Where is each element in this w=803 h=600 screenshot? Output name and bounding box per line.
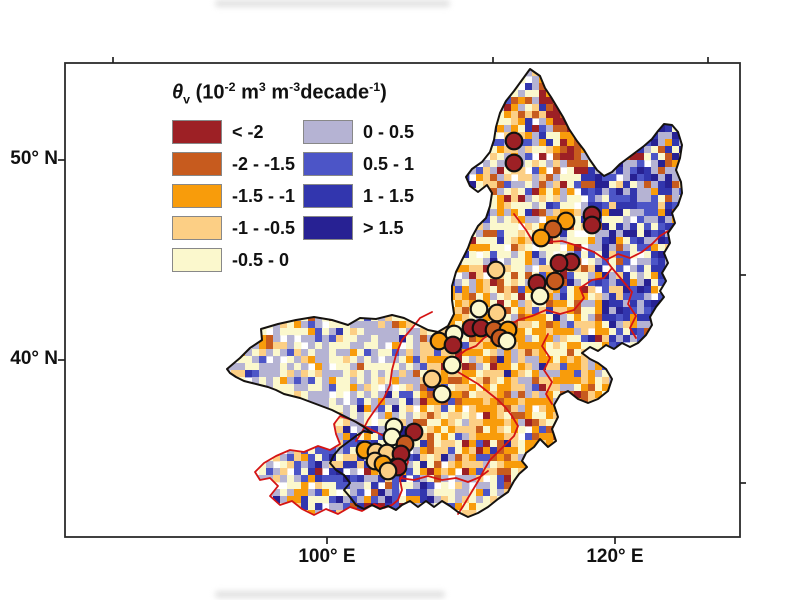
legend-swatch [172,216,222,240]
axis-label-40n: 40° N [10,348,58,369]
cropped-text-artifact-bottom [215,591,445,598]
legend-label: -0.5 - 0 [232,250,290,270]
site-marker [504,131,524,151]
legend-title: θv (10-2 m3 m-3decade-1) [172,80,387,107]
site-marker [582,215,602,235]
station-markers [355,131,602,481]
site-marker [469,299,489,319]
legend-swatch [172,120,222,144]
site-marker [422,369,442,389]
site-marker [486,260,506,280]
axis-label-50n: 50° N [10,148,58,169]
legend-label: -1 - -0.5 [232,218,296,238]
legend-label: -2 - -1.5 [232,154,296,174]
site-marker [497,331,517,351]
legend-swatch [303,120,353,144]
axis-label-100e: 100° E [298,546,356,567]
site-marker [504,153,524,173]
legend-label: 1 - 1.5 [363,186,415,206]
legend-swatch [172,184,222,208]
site-marker [487,303,507,323]
legend-swatch [303,216,353,240]
study-region-outline [226,68,683,518]
cropped-text-artifact-top [215,0,450,7]
site-marker [443,335,463,355]
legend-swatch [172,152,222,176]
raster-grid [227,69,682,517]
map-frame [64,62,741,538]
site-marker [378,461,398,481]
legend-label: > 1.5 [363,218,404,238]
legend-label: 0 - 0.5 [363,122,415,142]
legend-label: 0.5 - 1 [363,154,415,174]
axis-label-120e: 120° E [586,546,644,567]
site-marker [432,384,452,404]
legend-swatch [303,184,353,208]
site-marker [530,286,550,306]
legend-label: -1.5 - -1 [232,186,296,206]
site-marker [442,355,462,375]
site-marker [545,271,565,291]
legend-swatch [172,248,222,272]
site-marker [549,253,569,273]
legend-label: < -2 [232,122,264,142]
site-marker [531,228,551,248]
legend-swatch [303,152,353,176]
axis-ticks [58,57,746,544]
